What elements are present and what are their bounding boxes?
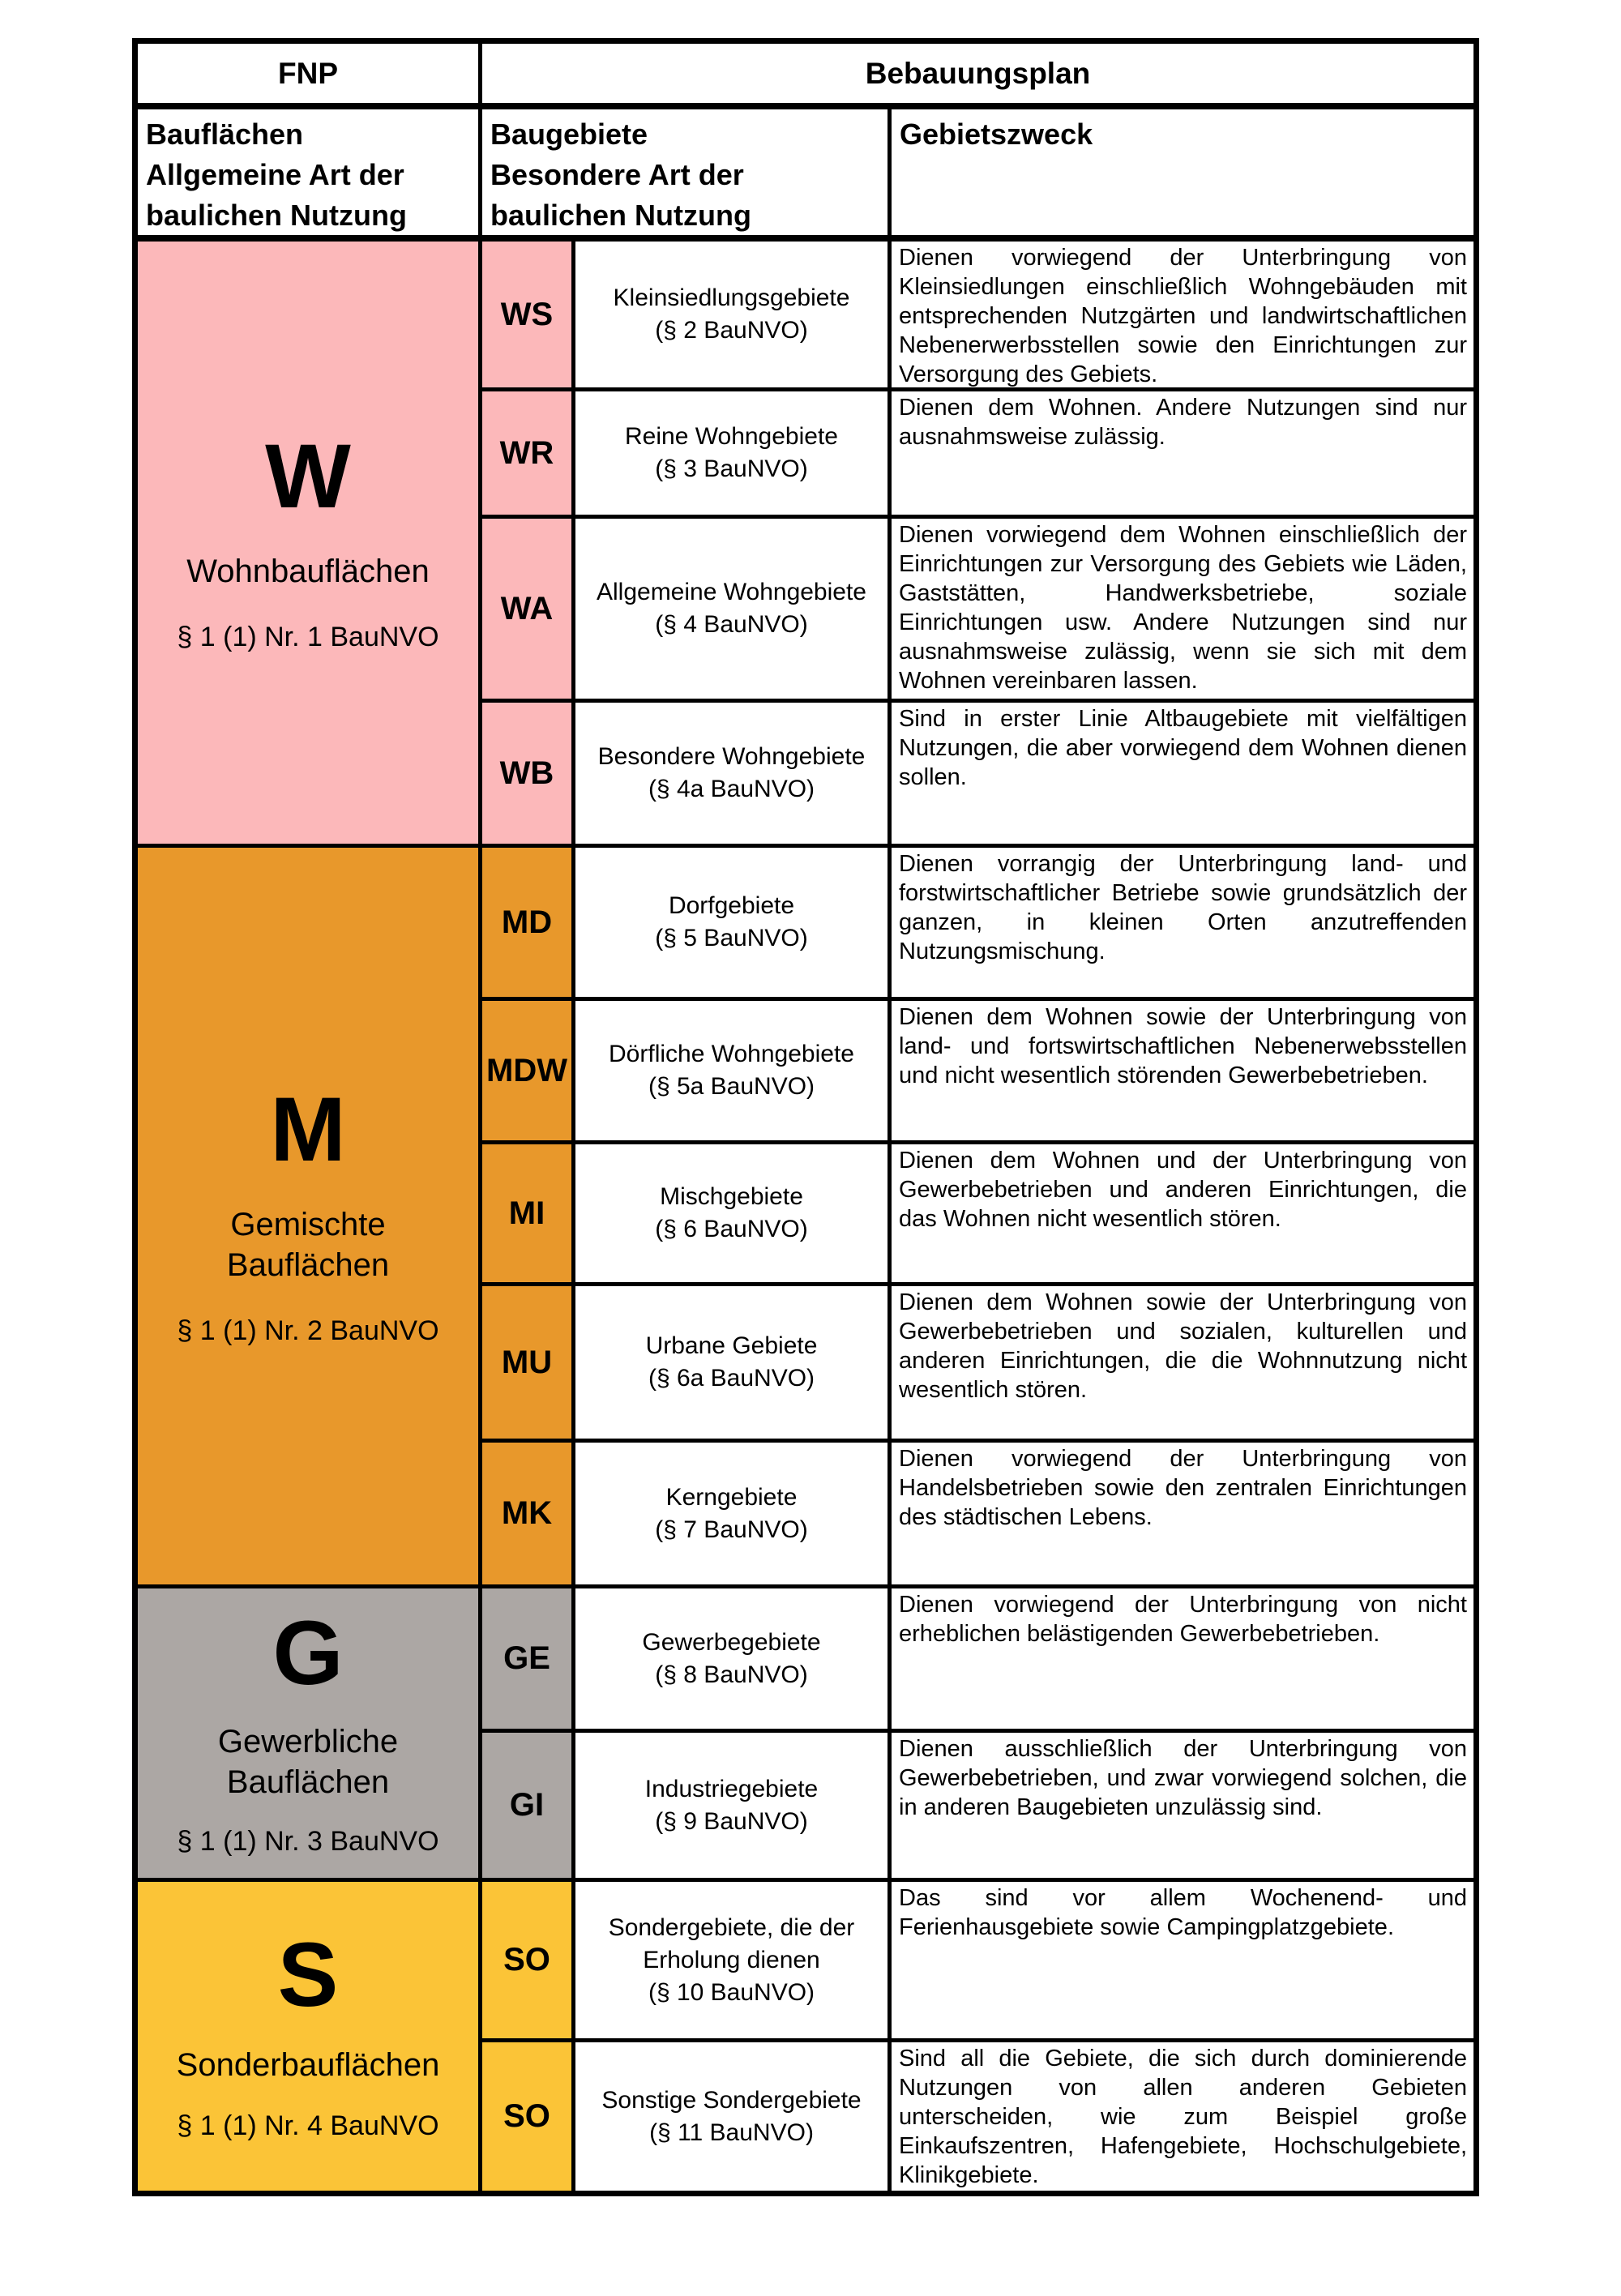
section-cell-gewerbliche-bauflaechen: G Gewerbliche Bauflächen § 1 (1) Nr. 3 B… <box>138 1588 478 1878</box>
area-cell-ws: Kleinsiedlungsgebiete (§ 2 BauNVO) <box>575 242 887 387</box>
purpose-cell-wb: Sind in erster Linie Altbaugebiete mit v… <box>892 703 1473 844</box>
code-cell-ws: WS <box>482 242 571 387</box>
section-letter-m: M <box>270 1079 346 1181</box>
area-cell-so-sonstige: Sonstige Sondergebiete (§ 11 BauNVO) <box>575 2042 887 2191</box>
area-cell-mk: Kerngebiete (§ 7 BauNVO) <box>575 1443 887 1584</box>
code-cell-ge: GE <box>482 1588 571 1729</box>
code-cell-mdw: MDW <box>482 1001 571 1140</box>
code-cell-so-sonstige: SO <box>482 2042 571 2191</box>
column-header-bauflaechen: Bauflächen Allgemeine Art der baulichen … <box>138 109 478 237</box>
area-cell-mi: Mischgebiete (§ 6 BauNVO) <box>575 1144 887 1282</box>
code-cell-wr: WR <box>482 391 571 515</box>
code-cell-so-erholung: SO <box>482 1882 571 2038</box>
section-name-sonderbauflaechen: Sonderbauflächen <box>176 2047 440 2084</box>
section-cell-wohnbauflaechen: W Wohnbauflächen § 1 (1) Nr. 1 BauNVO <box>138 242 478 844</box>
purpose-cell-ws: Dienen vorwiegend der Unterbringung von … <box>892 242 1473 387</box>
area-cell-wa: Allgemeine Wohngebiete (§ 4 BauNVO) <box>575 519 887 699</box>
area-cell-mdw: Dörfliche Wohngebiete (§ 5a BauNVO) <box>575 1001 887 1140</box>
section-law-s: § 1 (1) Nr. 4 BauNVO <box>177 2110 439 2142</box>
baunvo-table: FNP Bebauungsplan Bauflächen Allgemeine … <box>132 38 1479 2196</box>
area-cell-gi: Industriegebiete (§ 9 BauNVO) <box>575 1733 887 1878</box>
section-cell-gemischte-bauflaechen: M Gemischte Bauflächen § 1 (1) Nr. 2 Bau… <box>138 848 478 1584</box>
section-law-g: § 1 (1) Nr. 3 BauNVO <box>177 1826 439 1858</box>
purpose-cell-wr: Dienen dem Wohnen. Andere Nutzungen sind… <box>892 391 1473 515</box>
area-cell-md: Dorfgebiete (§ 5 BauNVO) <box>575 848 887 997</box>
section-name-wohnbauflaechen: Wohnbauflächen <box>186 554 430 590</box>
header-bebauungsplan: Bebauungsplan <box>482 44 1473 105</box>
code-cell-mi: MI <box>482 1144 571 1282</box>
purpose-cell-mk: Dienen vorwiegend der Unterbringung von … <box>892 1443 1473 1584</box>
purpose-cell-gi: Dienen ausschließlich der Unterbringung … <box>892 1733 1473 1878</box>
area-cell-so-erholung: Sondergebiete, die der Erholung dienen (… <box>575 1882 887 2038</box>
purpose-cell-wa: Dienen vorwiegend dem Wohnen einschließl… <box>892 519 1473 699</box>
purpose-cell-mu: Dienen dem Wohnen sowie der Unterbringun… <box>892 1286 1473 1439</box>
section-name-gewerbliche-bauflaechen: Gewerbliche Bauflächen <box>217 1724 399 1801</box>
section-name-gemischte-bauflaechen: Gemischte Bauflächen <box>226 1207 390 1284</box>
code-cell-mk: MK <box>482 1443 571 1584</box>
section-law-m: § 1 (1) Nr. 2 BauNVO <box>177 1315 439 1347</box>
column-header-baugebiete: Baugebiete Besondere Art der baulichen N… <box>482 109 887 237</box>
code-cell-wa: WA <box>482 519 571 699</box>
section-law-w: § 1 (1) Nr. 1 BauNVO <box>177 622 439 653</box>
code-cell-md: MD <box>482 848 571 997</box>
purpose-cell-md: Dienen vorrangig der Unterbringung land-… <box>892 848 1473 997</box>
section-cell-sonderbauflaechen: S Sonderbauflächen § 1 (1) Nr. 4 BauNVO <box>138 1882 478 2191</box>
code-cell-wb: WB <box>482 703 571 844</box>
area-cell-wr: Reine Wohngebiete (§ 3 BauNVO) <box>575 391 887 515</box>
section-letter-g: G <box>272 1602 344 1704</box>
section-letter-s: S <box>277 1924 339 2026</box>
header-fnp: FNP <box>138 44 478 105</box>
purpose-cell-so-erholung: Das sind vor allem Wochenend- und Ferien… <box>892 1882 1473 2038</box>
area-cell-mu: Urbane Gebiete (§ 6a BauNVO) <box>575 1286 887 1439</box>
purpose-cell-so-sonstige: Sind all die Gebiete, die sich durch dom… <box>892 2042 1473 2191</box>
purpose-cell-mdw: Dienen dem Wohnen sowie der Unterbringun… <box>892 1001 1473 1140</box>
area-cell-ge: Gewerbegebiete (§ 8 BauNVO) <box>575 1588 887 1729</box>
column-header-gebietszweck: Gebietszweck <box>892 109 1473 237</box>
purpose-cell-mi: Dienen dem Wohnen und der Unterbringung … <box>892 1144 1473 1282</box>
section-letter-w: W <box>265 425 351 528</box>
purpose-cell-ge: Dienen vorwiegend der Unterbringung von … <box>892 1588 1473 1729</box>
code-cell-gi: GI <box>482 1733 571 1878</box>
area-cell-wb: Besondere Wohngebiete (§ 4a BauNVO) <box>575 703 887 844</box>
code-cell-mu: MU <box>482 1286 571 1439</box>
